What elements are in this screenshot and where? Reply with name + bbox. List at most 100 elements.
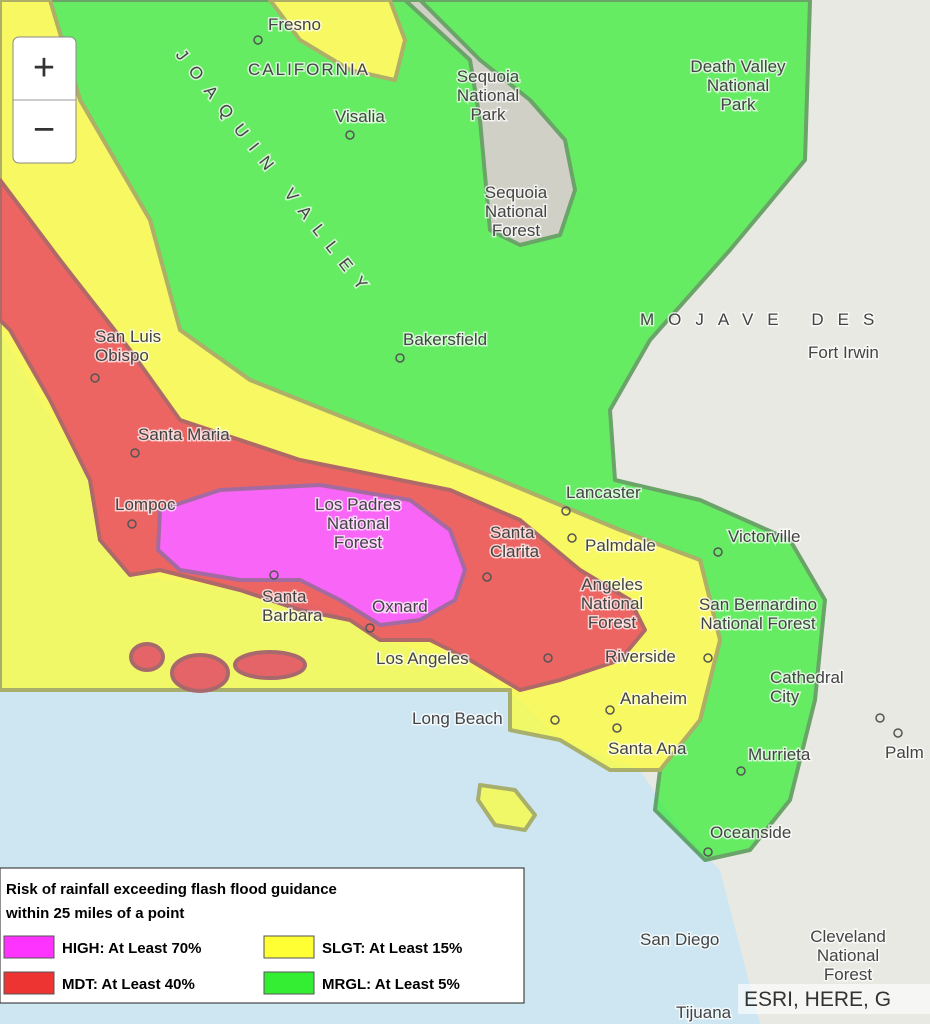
legend-swatch xyxy=(3,935,55,959)
place-label-line: Fresno xyxy=(268,15,321,34)
place-label-line: Death Valley xyxy=(690,57,786,76)
place-label: Santa Clarita xyxy=(490,523,540,561)
legend-title: within 25 miles of a point xyxy=(5,905,184,922)
place-label-line: Lompoc xyxy=(115,495,176,514)
place-dot xyxy=(703,653,713,663)
place-dot xyxy=(130,448,140,458)
place-label: Palm xyxy=(885,743,924,762)
place-label: Victorville xyxy=(728,527,800,546)
place-dot xyxy=(543,653,553,663)
legend-title: Risk of rainfall exceeding flash flood g… xyxy=(6,881,337,898)
legend-label: HIGH: At Least 70% xyxy=(62,940,201,957)
zoom-out[interactable]: − xyxy=(33,109,55,151)
legend-box xyxy=(0,867,525,1004)
place-dot xyxy=(605,705,615,715)
place-label: Santa Ana xyxy=(608,739,687,758)
place-label: Cathedral City xyxy=(770,668,844,706)
place-label-line: Forest xyxy=(824,965,872,984)
attribution: ESRI, HERE, G xyxy=(744,988,891,1011)
place-label-line: National xyxy=(485,202,547,221)
place-label-line: Visalia xyxy=(335,107,385,126)
place-label-line: Santa xyxy=(262,587,307,606)
place-label: CALIFORNIA xyxy=(248,60,370,79)
place-label: Fresno xyxy=(268,15,321,34)
slgt-area xyxy=(268,0,407,82)
mdt-area xyxy=(129,642,165,672)
place-label: San Bernardino National Forest xyxy=(699,595,817,633)
place-label-line: Los Padres xyxy=(315,495,401,514)
place-label-line: Forest xyxy=(588,613,636,632)
slgt-area xyxy=(476,783,537,832)
place-label-line: Tijuana xyxy=(676,1003,732,1022)
place-label-line: Obispo xyxy=(95,346,149,365)
legend-label: SLGT: At Least 15% xyxy=(322,940,462,957)
place-label-line: Cathedral xyxy=(770,668,844,687)
place-label-line: Anaheim xyxy=(620,689,687,708)
place-label: Sequoia National Park xyxy=(457,67,520,124)
place-label-line: Bakersfield xyxy=(403,330,487,349)
legend-label: MRGL: At Least 5% xyxy=(322,976,460,993)
place-dot xyxy=(395,353,405,363)
place-dot xyxy=(253,35,263,45)
risk-areas xyxy=(0,0,827,862)
place-label: MOJAVE DES xyxy=(640,310,888,329)
place-label-line: Victorville xyxy=(728,527,800,546)
place-label-line: Los Angeles xyxy=(376,649,469,668)
place-label: Death Valley National Park xyxy=(690,57,786,114)
place-label-line: Forest xyxy=(492,221,540,240)
place-label-line: National xyxy=(707,76,769,95)
mdt-area xyxy=(170,653,230,693)
place-label-line: Angeles xyxy=(581,575,642,594)
place-label: Los Padres National Forest xyxy=(315,495,401,552)
place-label: Riverside xyxy=(605,647,676,666)
place-label: Cleveland National Forest xyxy=(810,927,886,984)
place-label-line: Santa Maria xyxy=(138,425,230,444)
place-label: Palmdale xyxy=(585,536,656,555)
place-dot xyxy=(90,373,100,383)
place-label: Oceanside xyxy=(710,823,791,842)
place-label-line: Cleveland xyxy=(810,927,886,946)
place-label-line: Long Beach xyxy=(412,709,503,728)
place-label-line: Murrieta xyxy=(748,745,811,764)
place-label-line: Palmdale xyxy=(585,536,656,555)
place-label-line: National xyxy=(457,86,519,105)
place-label: Angeles National Forest xyxy=(581,575,643,632)
place-dot xyxy=(345,130,355,140)
mdt-area xyxy=(233,650,307,680)
place-dot xyxy=(713,547,723,557)
mdt-area xyxy=(0,178,647,692)
place-label: Los Angeles xyxy=(376,649,469,668)
place-label: Anaheim xyxy=(620,689,687,708)
place-label: Lancaster xyxy=(566,483,641,502)
place-label: San Diego xyxy=(640,930,719,949)
place-label-line: Santa xyxy=(490,523,535,542)
place-label-line: CALIFORNIA xyxy=(248,60,370,79)
place-label: Long Beach xyxy=(412,709,503,728)
place-label-line: National xyxy=(817,946,879,965)
place-label-line: Barbara xyxy=(262,606,323,625)
place-label: Murrieta xyxy=(748,745,811,764)
place-dot xyxy=(893,728,903,738)
place-label-line: Forest xyxy=(334,533,382,552)
place-label-line: Clarita xyxy=(490,542,540,561)
place-label-line: Oxnard xyxy=(372,597,428,616)
place-label-line: Park xyxy=(721,95,756,114)
place-label-line: National xyxy=(327,514,389,533)
place-label: Bakersfield xyxy=(403,330,487,349)
place-dot xyxy=(703,847,713,857)
zoom-in[interactable]: + xyxy=(33,47,55,89)
legend: Risk of rainfall exceeding flash flood g… xyxy=(0,867,525,1004)
zoom-control: + − xyxy=(12,36,77,164)
place-dot xyxy=(612,723,622,733)
place-label-line: National Forest xyxy=(700,614,816,633)
place-label-line: Lancaster xyxy=(566,483,641,502)
place-label-line: Fort Irwin xyxy=(808,343,879,362)
place-label-line: San Diego xyxy=(640,930,719,949)
place-dot xyxy=(561,506,571,516)
place-label-line: National xyxy=(581,594,643,613)
place-dot xyxy=(127,519,137,529)
legend-swatch xyxy=(3,971,55,995)
place-dot xyxy=(736,766,746,776)
place-label: Visalia xyxy=(335,107,385,126)
